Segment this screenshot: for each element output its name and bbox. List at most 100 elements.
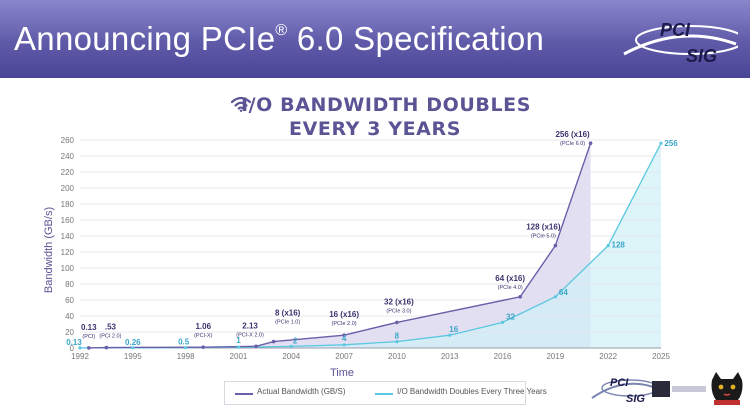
actual-bandwidth-point bbox=[201, 345, 206, 349]
doubling-trend-label: 0.13 bbox=[66, 338, 82, 347]
actual-bandwidth-label: 16 (x16) bbox=[329, 310, 359, 319]
actual-bandwidth-line bbox=[88, 142, 592, 349]
actual-bandwidth-sublabel: (PCIe 1.0) bbox=[275, 320, 300, 326]
x-tick-label: 1992 bbox=[71, 352, 89, 361]
y-tick-label: 120 bbox=[61, 248, 75, 257]
doubling-trend-label: 0.26 bbox=[125, 338, 141, 347]
cat-mascot-icon bbox=[711, 372, 743, 405]
actual-bandwidth-point bbox=[271, 339, 276, 344]
watermark-graphic bbox=[652, 381, 706, 397]
actual-bandwidth-label: 256 (x16) bbox=[555, 130, 590, 139]
legend-swatch-doubling bbox=[375, 393, 393, 395]
doubling-trend-point bbox=[236, 345, 241, 349]
doubling-trend-point bbox=[659, 141, 663, 145]
actual-bandwidth-sublabel: (PCIe 5.0) bbox=[531, 234, 556, 240]
x-tick-label: 2013 bbox=[441, 352, 459, 361]
actual-bandwidth-sublabel: (PCIe 3.0) bbox=[386, 308, 411, 314]
doubling-trend-label: 16 bbox=[449, 325, 458, 334]
headline-line-1: I/O BANDWIDTH DOUBLES bbox=[240, 94, 532, 116]
doubling-trend-point bbox=[342, 343, 346, 347]
slide-title: Announcing PCIe® 6.0 Specification bbox=[14, 20, 544, 58]
legend-label-doubling: I/O Bandwidth Doubles Every Three Years bbox=[397, 387, 547, 396]
doubling-trend-point bbox=[395, 340, 399, 344]
title-banner: Announcing PCIe® 6.0 Specification PCI S… bbox=[0, 0, 750, 78]
actual-bandwidth-label: 64 (x16) bbox=[495, 274, 525, 283]
x-tick-label: 2010 bbox=[388, 352, 406, 361]
doubling-trend-area bbox=[80, 143, 661, 348]
actual-bandwidth-label: 8 (x16) bbox=[275, 309, 301, 318]
actual-bandwidth-label: 32 (x16) bbox=[384, 297, 414, 306]
actual-bandwidth-sublabel: (PCI-X 2.0) bbox=[236, 332, 264, 338]
actual-bandwidth-sublabel: (PCI 2.0) bbox=[99, 334, 121, 340]
doubling-trend-point bbox=[448, 333, 452, 337]
doubling-trend-point bbox=[500, 320, 505, 324]
y-tick-label: 80 bbox=[65, 280, 74, 289]
y-tick-label: 220 bbox=[61, 168, 75, 177]
x-tick-label: 1995 bbox=[124, 352, 142, 361]
actual-bandwidth-label: 2.13 bbox=[242, 321, 258, 330]
x-tick-label: 2004 bbox=[282, 352, 300, 361]
pci-sig-logo: PCI SIG bbox=[623, 20, 738, 66]
y-tick-label: 20 bbox=[65, 328, 74, 337]
y-tick-label: 240 bbox=[61, 152, 75, 161]
footer-logo-top-text: PCI bbox=[610, 377, 629, 389]
y-axis-title: Bandwidth (GB/s) bbox=[43, 207, 55, 293]
y-tick-label: 100 bbox=[61, 264, 75, 273]
headline-line-2: EVERY 3 YEARS bbox=[288, 118, 462, 140]
y-tick-label: 260 bbox=[61, 136, 75, 145]
chart-legend: Actual Bandwidth (GB/S) I/O Bandwidth Do… bbox=[224, 381, 547, 405]
doubling-trend-point bbox=[553, 295, 557, 299]
y-tick-label: 40 bbox=[65, 312, 74, 321]
slide-title-text: Announcing PCIe bbox=[14, 20, 276, 57]
actual-bandwidth-sublabel: (PCIe 6.0) bbox=[560, 141, 585, 147]
doubling-trend-label: 32 bbox=[506, 312, 515, 321]
actual-bandwidth-point bbox=[254, 344, 258, 349]
y-tick-label: 160 bbox=[61, 216, 75, 225]
logo-top-text: PCI bbox=[660, 20, 691, 40]
doubling-trend-point bbox=[184, 346, 188, 350]
y-tick-label: 60 bbox=[65, 296, 74, 305]
doubling-trend-label: 8 bbox=[395, 332, 400, 341]
doubling-trend-label: 4 bbox=[342, 334, 347, 343]
actual-bandwidth-point bbox=[588, 141, 593, 145]
actual-bandwidth-sublabel: (PCIe 4.0) bbox=[498, 285, 523, 291]
doubling-trend-label: 64 bbox=[559, 288, 568, 297]
doubling-trend-point bbox=[606, 244, 610, 248]
actual-bandwidth-sublabel: (PCI-X) bbox=[194, 333, 213, 339]
actual-bandwidth-point bbox=[553, 243, 558, 248]
legend-label-actual: Actual Bandwidth (GB/S) bbox=[257, 387, 346, 396]
legend-swatch-actual bbox=[235, 393, 253, 395]
actual-bandwidth-label: 128 (x16) bbox=[526, 223, 561, 232]
doubling-trend-label: 2 bbox=[293, 336, 298, 345]
x-tick-label: 2022 bbox=[599, 352, 617, 361]
doubling-trend-label: 128 bbox=[612, 241, 626, 250]
footer-logo-bottom-text: SIG bbox=[626, 393, 645, 405]
actual-bandwidth-point bbox=[87, 346, 91, 350]
doubling-trend-label: 256 bbox=[664, 139, 678, 148]
actual-bandwidth-label: .53 bbox=[105, 323, 117, 332]
y-tick-label: 200 bbox=[61, 184, 75, 193]
actual-bandwidth-point bbox=[342, 333, 346, 338]
doubling-trend-label: 0.5 bbox=[178, 338, 190, 347]
actual-bandwidth-point bbox=[104, 345, 109, 350]
logo-bottom-text: SIG bbox=[686, 46, 717, 66]
x-tick-label: 2001 bbox=[230, 352, 248, 361]
doubling-trend-label: 1 bbox=[236, 336, 241, 345]
actual-bandwidth-point bbox=[395, 320, 399, 325]
x-tick-label: 2016 bbox=[494, 352, 512, 361]
actual-bandwidth-label: 1.06 bbox=[195, 322, 211, 331]
slide-title-rest: 6.0 Specification bbox=[287, 20, 545, 57]
doubling-trend-point bbox=[289, 344, 293, 348]
doubling-trend-point bbox=[131, 346, 135, 350]
y-tick-label: 0 bbox=[70, 344, 75, 353]
x-tick-label: 2007 bbox=[335, 352, 353, 361]
actual-bandwidth-label: 0.13 bbox=[81, 323, 97, 332]
registered-mark: ® bbox=[275, 22, 288, 39]
actual-bandwidth-sublabel: (PCI) bbox=[82, 334, 95, 340]
actual-bandwidth-sublabel: (PCIe 2.0) bbox=[332, 321, 357, 327]
y-tick-label: 180 bbox=[61, 200, 75, 209]
x-tick-label: 2025 bbox=[652, 352, 670, 361]
y-tick-label: 140 bbox=[61, 232, 75, 241]
x-tick-label: 1998 bbox=[177, 352, 195, 361]
